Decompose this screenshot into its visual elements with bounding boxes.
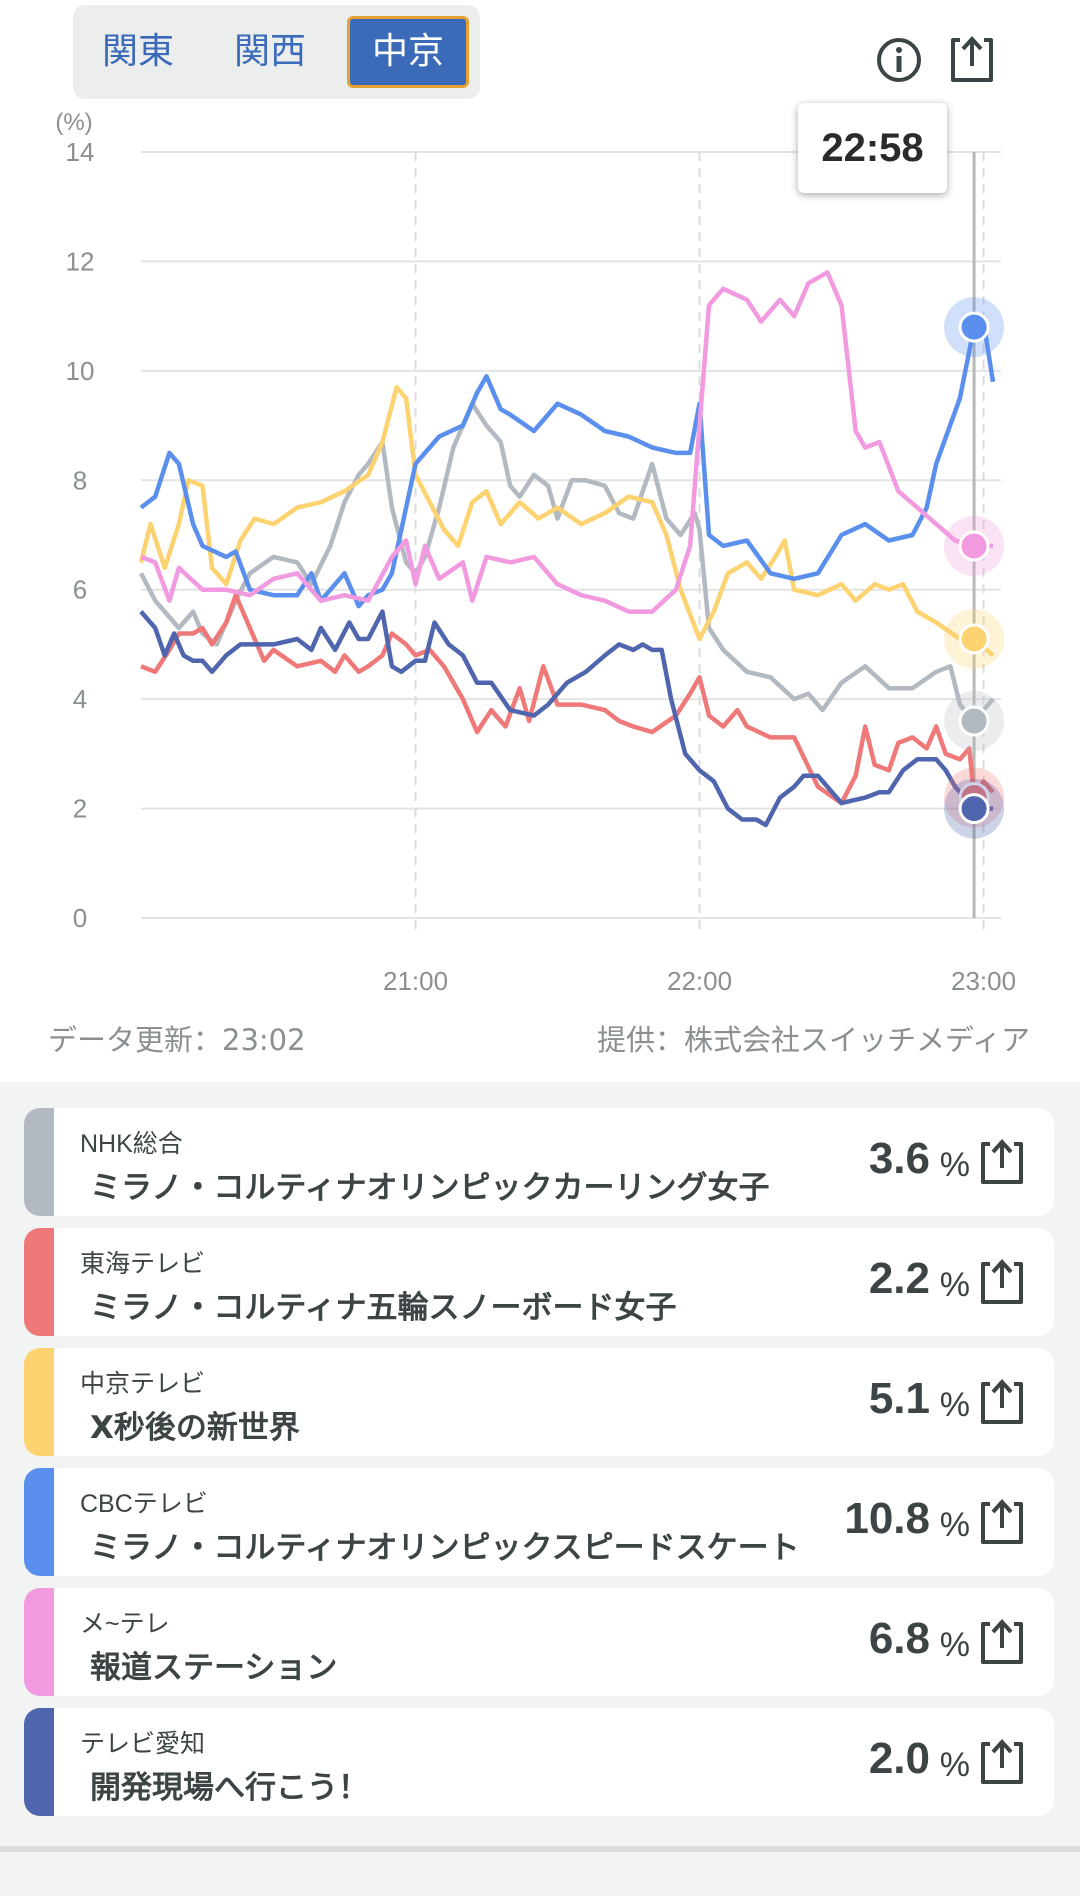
x-tick-label: 22:00 bbox=[667, 966, 732, 996]
rating-unit: % bbox=[939, 1746, 970, 1784]
series-line bbox=[138, 385, 995, 658]
channel-list: NHK総合 ミラノ・コルティナオリンピックカーリング女子 3.6 % 東海テレビ… bbox=[0, 1082, 1080, 1896]
rating-unit: % bbox=[939, 1386, 970, 1424]
series-line bbox=[139, 401, 995, 724]
share-icon[interactable] bbox=[978, 1258, 1026, 1306]
series-line bbox=[140, 592, 995, 806]
series-line bbox=[139, 609, 993, 828]
channel-name: CBCテレビ bbox=[80, 1490, 208, 1518]
x-tick-label: 21:00 bbox=[383, 966, 448, 996]
channel-card[interactable]: メ~テレ 報道ステーション 6.8 % bbox=[24, 1588, 1054, 1696]
cursor-marker bbox=[958, 311, 990, 343]
share-icon[interactable] bbox=[978, 1378, 1026, 1426]
tab-kanto[interactable]: 関東 bbox=[101, 31, 174, 72]
rating-unit: % bbox=[939, 1146, 970, 1184]
rating-unit: % bbox=[939, 1266, 970, 1304]
y-tick-label: 0 bbox=[73, 903, 87, 933]
y-tick-label: 8 bbox=[73, 465, 87, 495]
rating-value: 3.6 bbox=[868, 1134, 930, 1183]
cursor-marker bbox=[958, 530, 990, 562]
channel-name: 中京テレビ bbox=[80, 1370, 206, 1398]
channel-color-stripe bbox=[24, 1108, 54, 1216]
share-icon[interactable] bbox=[978, 1738, 1026, 1786]
channel-color-stripe bbox=[24, 1468, 54, 1576]
channel-card[interactable]: 中京テレビ X秒後の新世界 5.1 % bbox=[24, 1348, 1054, 1456]
channel-color-stripe bbox=[24, 1348, 54, 1456]
info-icon[interactable] bbox=[876, 37, 922, 83]
program-title: ミラノ・コルティナオリンピックカーリング女子 bbox=[90, 1170, 770, 1206]
channel-name: テレビ愛知 bbox=[80, 1730, 206, 1758]
share-icon[interactable] bbox=[978, 1498, 1026, 1546]
y-tick-label: 2 bbox=[73, 794, 87, 824]
region-toggle: 関東 関西 中京 bbox=[73, 5, 480, 99]
channel-card[interactable]: CBCテレビ ミラノ・コルティナオリンピックスピードスケート 10.8 % bbox=[24, 1468, 1054, 1576]
rating-value: 6.8 bbox=[868, 1614, 930, 1663]
channel-name: メ~テレ bbox=[80, 1610, 170, 1638]
tab-chukyo[interactable]: 中京 bbox=[347, 16, 469, 88]
rating-value: 10.8 bbox=[844, 1494, 930, 1543]
program-title: X秒後の新世界 bbox=[90, 1410, 300, 1446]
y-tick-label: 6 bbox=[73, 575, 87, 605]
rating-value: 5.1 bbox=[868, 1374, 930, 1423]
rating-value: 2.2 bbox=[868, 1254, 930, 1303]
data-source-label: 提供：株式会社スイッチメディア bbox=[597, 1023, 1030, 1057]
program-title: 報道ステーション bbox=[90, 1650, 338, 1686]
rating-unit: % bbox=[939, 1626, 970, 1664]
channel-name: 東海テレビ bbox=[80, 1250, 206, 1278]
cursor-marker bbox=[958, 623, 990, 655]
cursor-marker bbox=[958, 705, 990, 737]
channel-card[interactable]: NHK総合 ミラノ・コルティナオリンピックカーリング女子 3.6 % bbox=[24, 1108, 1054, 1216]
tab-kansai[interactable]: 関西 bbox=[233, 31, 306, 72]
data-updated-label: データ更新：23:02 bbox=[48, 1023, 306, 1057]
y-tick-label: 14 bbox=[66, 137, 95, 167]
series-line bbox=[140, 270, 993, 614]
cursor-marker bbox=[958, 793, 990, 825]
bottom-divider bbox=[0, 1846, 1080, 1852]
program-title: ミラノ・コルティナ五輪スノーボード女子 bbox=[90, 1290, 677, 1326]
channel-card[interactable]: テレビ愛知 開発現場へ行こう！ 2.0 % bbox=[24, 1708, 1054, 1816]
share-icon[interactable] bbox=[948, 34, 996, 84]
share-icon[interactable] bbox=[978, 1138, 1026, 1186]
y-tick-label: 4 bbox=[73, 684, 87, 714]
rating-value: 2.0 bbox=[868, 1734, 930, 1783]
series-line bbox=[139, 319, 996, 609]
y-tick-label: 12 bbox=[66, 246, 95, 276]
program-title: ミラノ・コルティナオリンピックスピードスケート bbox=[90, 1530, 800, 1566]
channel-name: NHK総合 bbox=[80, 1130, 183, 1158]
share-icon[interactable] bbox=[978, 1618, 1026, 1666]
channel-color-stripe bbox=[24, 1588, 54, 1696]
channel-color-stripe bbox=[24, 1708, 54, 1816]
x-tick-label: 23:00 bbox=[951, 966, 1016, 996]
program-title: 開発現場へ行こう！ bbox=[90, 1770, 369, 1806]
y-tick-label: 10 bbox=[66, 356, 95, 386]
channel-card[interactable]: 東海テレビ ミラノ・コルティナ五輪スノーボード女子 2.2 % bbox=[24, 1228, 1054, 1336]
rating-unit: % bbox=[939, 1506, 970, 1544]
y-axis-unit-label: (%) bbox=[55, 109, 92, 136]
ratings-line-chart[interactable]: (%) 0 2 4 6 8 10 12 14 21:00 22:00 23:00 bbox=[0, 0, 1080, 1000]
time-tooltip: 22:58 bbox=[798, 103, 947, 193]
channel-color-stripe bbox=[24, 1228, 54, 1336]
